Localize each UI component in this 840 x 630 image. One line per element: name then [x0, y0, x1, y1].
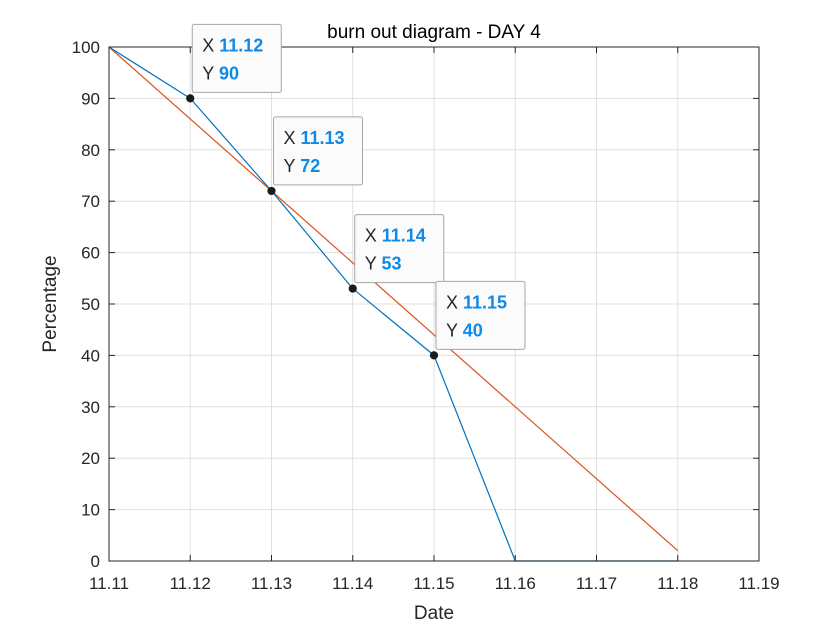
datatips: X 11.12Y 90X 11.13Y 72X 11.14Y 53X 11.15…	[191, 23, 526, 350]
datatip-y-value: 72	[300, 156, 320, 176]
y-tick-label: 50	[81, 295, 100, 314]
y-tick-label: 60	[81, 244, 100, 263]
datatip-y-key: Y	[202, 63, 219, 83]
datatip-x-value: 11.15	[463, 292, 507, 312]
datatip-y-row: Y 72	[284, 156, 321, 176]
datatip-box	[191, 23, 282, 93]
y-tick-label: 90	[81, 89, 100, 108]
datatip-y-key: Y	[365, 254, 382, 274]
x-axis-label: Date	[414, 603, 454, 624]
datatip-marker	[348, 284, 357, 293]
y-tick-label: 80	[81, 141, 100, 160]
datatip-y-key: Y	[284, 156, 301, 176]
grid-lines	[108, 46, 760, 562]
axis-ticks: 11.11 11.12 11.13 11.14 11.15 11.16 11.17 11.18…	[72, 38, 780, 593]
datatip-x-value: 11.13	[301, 128, 345, 148]
datatip-y-value: 90	[219, 63, 239, 83]
x-tick-label: 11.15	[413, 574, 454, 593]
datatip-marker	[186, 94, 195, 103]
datatip-y-key: Y	[446, 320, 463, 340]
datatip-x-key: X	[284, 128, 301, 148]
datatip-x-row: X 11.13	[284, 128, 345, 148]
y-tick-label: 70	[81, 192, 100, 211]
datatip-box	[354, 214, 445, 284]
y-tick-label: 40	[81, 346, 100, 365]
datatip: X 11.12Y 90	[191, 23, 282, 93]
x-tick-label: 11.17	[576, 574, 617, 593]
datatip-x-key: X	[365, 226, 382, 246]
y-tick-label: 20	[81, 449, 100, 468]
datatip-box	[273, 116, 363, 186]
datatip-x-value: 11.14	[382, 226, 426, 246]
x-tick-label: 11.12	[170, 574, 211, 593]
datatip-y-value: 40	[463, 320, 483, 340]
datatip-marker	[429, 351, 439, 360]
datatip: X 11.15Y 40	[435, 280, 526, 350]
datatip-x-value: 11.12	[219, 35, 263, 55]
y-tick-label: 0	[91, 552, 100, 571]
datatip-markers	[186, 94, 439, 360]
datatip-y-row: Y 40	[446, 320, 483, 340]
datatip-x-row: X 11.14	[365, 226, 426, 246]
datatip-y-row: Y 53	[365, 254, 402, 274]
x-tick-label: 11.13	[251, 574, 292, 593]
x-tick-label: 11.18	[657, 574, 698, 593]
x-tick-label: 11.11	[89, 574, 129, 593]
y-tick-label: 10	[81, 501, 100, 520]
datatip: X 11.14Y 53	[354, 214, 445, 284]
datatip-x-key: X	[202, 35, 219, 55]
x-tick-label: 11.19	[738, 574, 779, 593]
datatip-x-row: X 11.15	[446, 292, 507, 312]
datatip-x-row: X 11.12	[202, 35, 263, 55]
y-tick-label: 100	[72, 38, 100, 57]
datatip-box	[435, 280, 526, 350]
datatip-x-key: X	[446, 292, 463, 312]
datatip-marker	[267, 186, 276, 196]
chart-title: burn out diagram - DAY 4	[327, 22, 541, 43]
x-tick-label: 11.14	[332, 574, 373, 593]
datatip-y-row: Y 90	[202, 63, 239, 83]
y-axis-label: Percentage	[40, 255, 61, 352]
x-tick-label: 11.16	[495, 574, 536, 593]
datatip-y-value: 53	[381, 254, 401, 274]
series-ideal-line	[108, 46, 679, 552]
datatip: X 11.13Y 72	[273, 116, 363, 186]
y-tick-label: 30	[81, 398, 100, 417]
